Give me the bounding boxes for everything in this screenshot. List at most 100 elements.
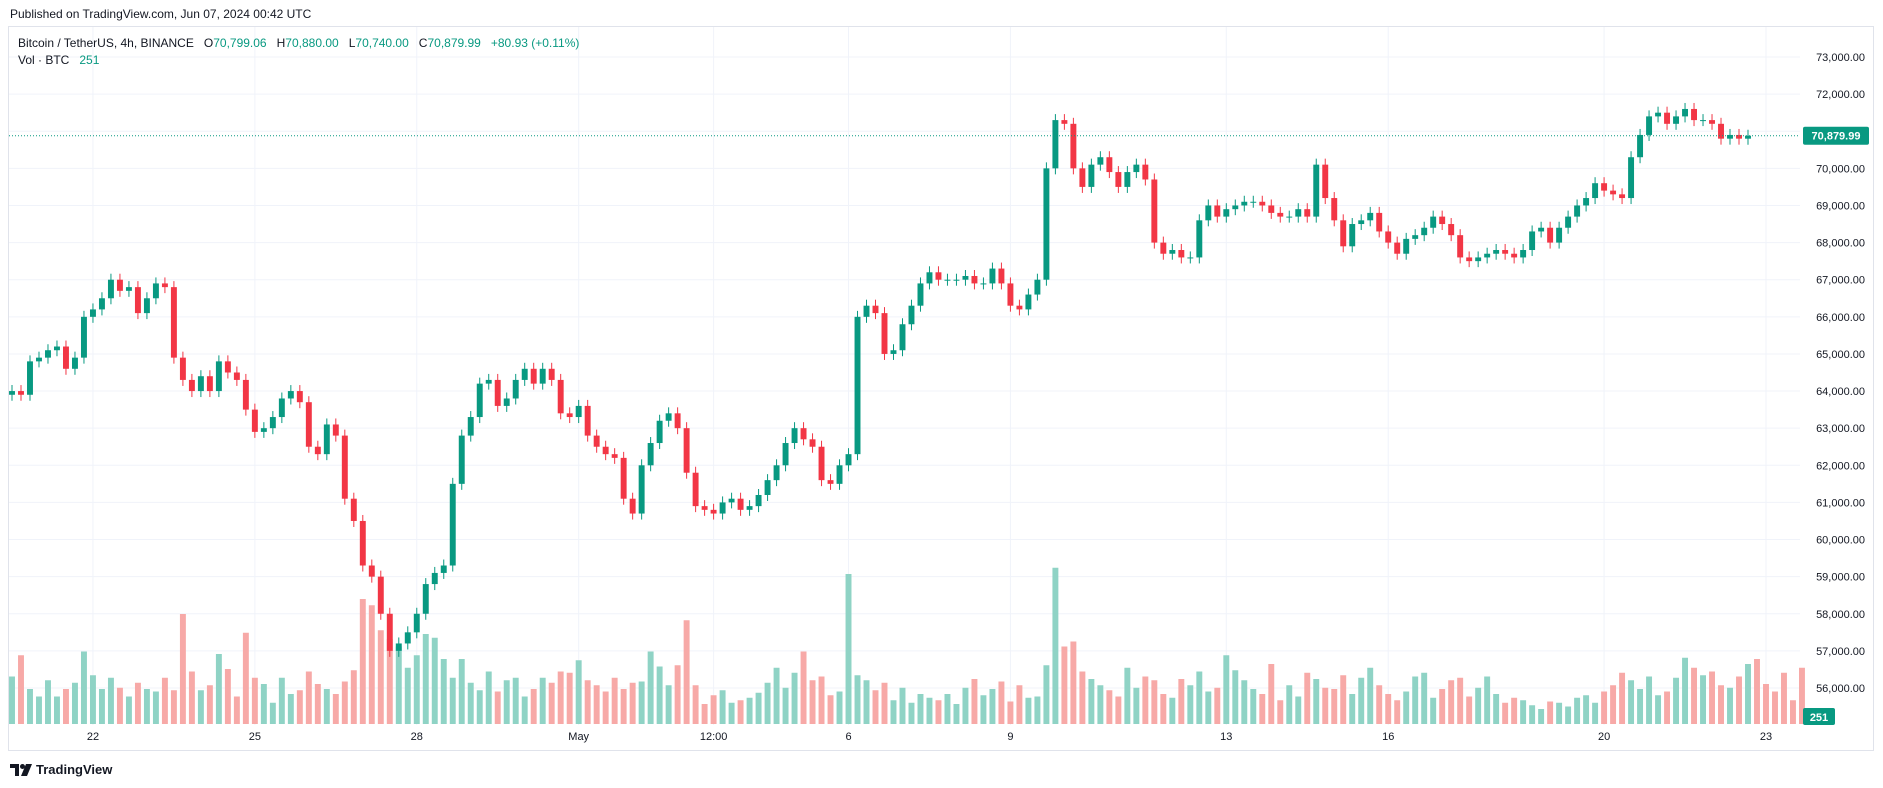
candle-body (629, 498, 636, 514)
volume-bar (1637, 689, 1644, 724)
volume-bar (1205, 691, 1212, 724)
candle-body (63, 346, 69, 369)
candle-body (1142, 164, 1149, 180)
candle-body (1124, 172, 1131, 187)
volume-bar (638, 681, 645, 724)
candle-body (791, 428, 798, 444)
candle-body (1628, 157, 1635, 199)
volume-bar (746, 697, 753, 724)
volume-bar (485, 671, 492, 724)
candle-body (512, 379, 519, 399)
candle-body (854, 316, 861, 455)
candle-body (548, 368, 555, 380)
candle-body (1655, 112, 1662, 117)
candle-body (1484, 253, 1491, 258)
volume-bar (1169, 697, 1176, 724)
y-tick-label: 72,000.00 (1816, 89, 1865, 101)
candle-body (206, 376, 213, 392)
candle-body (224, 361, 231, 373)
x-tick-label: 25 (249, 731, 261, 743)
candle-body (1106, 157, 1113, 173)
candle-body (278, 398, 285, 418)
candle-body (449, 483, 456, 566)
candle-body (71, 357, 78, 369)
candle-body (179, 357, 186, 380)
candle-body (827, 480, 834, 484)
candle-body (1034, 279, 1041, 295)
candle-body (1511, 253, 1518, 258)
volume-bar (1088, 679, 1095, 724)
symbol-description[interactable]: Bitcoin / TetherUS, 4h, BINANCE (18, 36, 194, 50)
candle-body (1619, 194, 1626, 199)
candle-body (800, 428, 807, 440)
volume-bar (1565, 706, 1572, 724)
candle-body (125, 287, 132, 291)
candle-body (377, 576, 384, 614)
candle-body (413, 613, 420, 633)
candle-body (1268, 205, 1275, 213)
x-tick-label: 13 (1220, 731, 1232, 743)
volume-bar (1286, 685, 1293, 724)
volume-bar (503, 680, 510, 724)
candle-body (1430, 216, 1437, 228)
candle-body (440, 565, 447, 573)
candle-body (18, 391, 24, 395)
candle-body (45, 350, 51, 358)
volume-bar (161, 677, 168, 724)
candle-body (620, 457, 627, 499)
volume-bar (998, 681, 1005, 724)
volume-bar (36, 696, 42, 724)
candle-body (107, 279, 114, 299)
candle-body (530, 368, 537, 384)
candle-body (296, 391, 303, 403)
volume-bar (170, 690, 177, 724)
candle-body (1205, 205, 1212, 221)
volume-bar (1016, 685, 1023, 724)
volume-bar (728, 702, 735, 724)
volume-bar (1268, 664, 1275, 724)
x-tick-label: 28 (411, 731, 423, 743)
volume-bar (1529, 705, 1536, 724)
candle-body (1646, 116, 1653, 135)
volume-bar (980, 695, 987, 724)
candle-body (1412, 235, 1419, 239)
volume-bar (188, 671, 195, 724)
volume-bar (1115, 696, 1122, 724)
volume-bar (584, 680, 591, 724)
candle-body (98, 298, 105, 310)
volume-bar (179, 614, 186, 724)
volume-bar (431, 637, 438, 724)
volume-bar (818, 676, 825, 724)
x-tick-label: 12:00 (700, 731, 728, 743)
volume-bar (566, 672, 573, 724)
volume-bar (521, 696, 528, 724)
candle-body (962, 275, 969, 280)
candle-body (1448, 224, 1455, 236)
candle-body (314, 446, 321, 455)
candle-body (503, 398, 510, 406)
y-tick-label: 67,000.00 (1816, 275, 1865, 287)
volume-bar (1700, 675, 1706, 724)
volume-bar (18, 655, 24, 724)
candle-body (350, 498, 357, 521)
tradingview-brand[interactable]: TradingView (10, 762, 112, 777)
candle-body (1466, 257, 1473, 262)
candle-body (881, 313, 888, 354)
volume-bar (98, 689, 105, 724)
candle-body (584, 405, 591, 436)
volume-bar (9, 676, 15, 724)
candle-body (1547, 227, 1554, 243)
volume-bar (1340, 675, 1347, 724)
volume-bar (242, 632, 249, 724)
volume-bar (413, 655, 420, 724)
volume-legend-row: Vol · BTC 251 (18, 52, 579, 69)
candle-body (170, 287, 177, 358)
volume-bar (1295, 696, 1302, 724)
volume-bar (1538, 709, 1545, 724)
volume-bar (476, 690, 483, 724)
candle-body (818, 446, 825, 481)
volume-label[interactable]: Vol · BTC (18, 53, 70, 67)
high-label: H (276, 36, 286, 50)
candle-body (9, 391, 15, 395)
